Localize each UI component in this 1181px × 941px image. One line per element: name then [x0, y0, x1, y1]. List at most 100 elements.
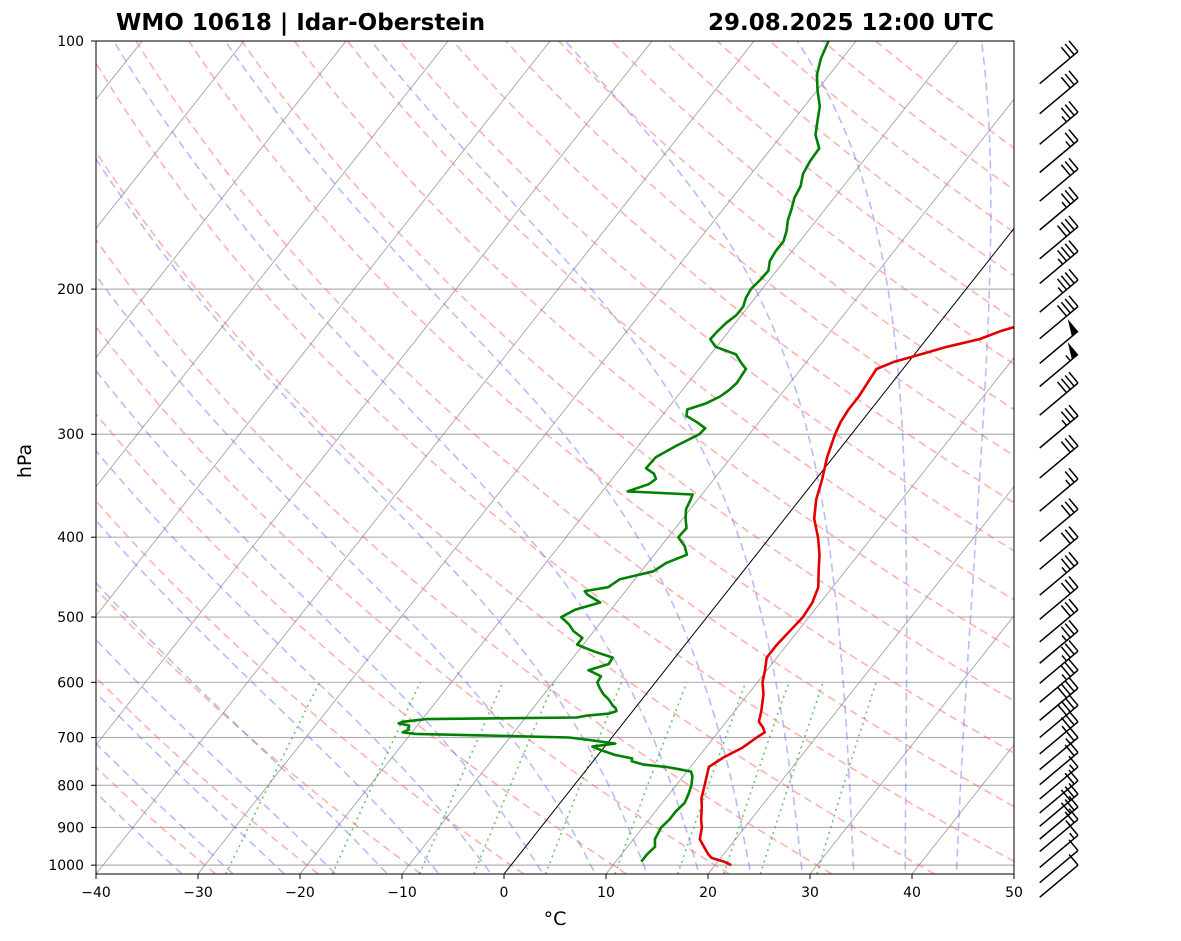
wind-barb-feather [1064, 529, 1075, 541]
wind-barb-feather [1060, 582, 1071, 595]
wind-barb-staff [1039, 793, 1079, 827]
wind-barb-feather [1068, 525, 1079, 538]
y-tick-label: 200 [57, 282, 84, 298]
wind-barb-staff [1039, 415, 1079, 449]
y-tick-label: 600 [57, 675, 84, 691]
x-axis-label: °C [544, 908, 567, 930]
wind-barb-feather [1064, 662, 1075, 674]
wind-barb [1039, 215, 1079, 260]
wind-barb [1039, 240, 1079, 285]
wind-barb-staff [1039, 536, 1079, 570]
wind-barb-staff [1039, 609, 1079, 643]
dry-adiabat [505, 41, 1014, 457]
wind-barb-half-feather [1061, 115, 1068, 123]
moist-adiabat [796, 41, 908, 874]
wind-barb [1039, 157, 1079, 202]
wind-barb [1039, 434, 1079, 479]
wind-barb-feather [1060, 76, 1071, 89]
wind-barb-feather [1068, 215, 1079, 228]
wind-barb [1039, 318, 1079, 364]
wind-barb [1039, 342, 1079, 388]
wind-barb-feather [1068, 295, 1079, 308]
wind-barb-feather [1056, 381, 1068, 394]
wind-barb-feather [1068, 404, 1079, 417]
wind-barb-half-feather [1065, 738, 1071, 745]
wind-barb-feather [1060, 46, 1071, 59]
isotherm-line [299, 41, 959, 874]
moist-adiabat [224, 41, 752, 874]
moist-adiabat [370, 41, 804, 874]
wind-barb-staff [1039, 834, 1079, 869]
wind-barb-feather [1068, 769, 1079, 782]
wind-barb-feather [1068, 467, 1079, 480]
x-tick-label: 50 [1005, 885, 1023, 901]
wind-barb-half-feather [1061, 419, 1068, 426]
wind-barb-feather [1060, 301, 1071, 314]
x-tick-label: 10 [597, 885, 615, 901]
wind-barb-flag [1067, 342, 1078, 360]
wind-barb [1039, 782, 1079, 827]
wind-barb [1039, 186, 1079, 231]
wind-barb-feather [1068, 100, 1079, 113]
wind-barb [1039, 551, 1079, 596]
moist-adiabat-lines [96, 41, 992, 874]
chart-title-left: WMO 10618 | Idar-Oberstein [116, 10, 485, 36]
wind-barb-feather [1060, 275, 1071, 287]
y-tick-label: 800 [57, 778, 84, 794]
wind-barb-feather [1064, 407, 1075, 420]
dry-adiabat [96, 587, 422, 874]
moist-adiabat [96, 449, 493, 874]
wind-barb-feather [1064, 73, 1075, 86]
wind-barb-feather [1068, 40, 1079, 53]
wind-barb-feather [1064, 161, 1075, 173]
dry-adiabat [96, 61, 1014, 863]
wind-barb-feather [1068, 619, 1079, 632]
moist-adiabat [96, 369, 544, 874]
moist-adiabat [96, 519, 441, 874]
wind-barb-staff [1039, 226, 1079, 260]
wind-barb [1039, 129, 1079, 174]
wind-barb [1039, 268, 1079, 313]
wind-barb-staff [1039, 111, 1079, 145]
wind-barb-feather [1064, 43, 1075, 56]
wind-barb-feather [1068, 808, 1079, 820]
wind-barb-feather [1056, 278, 1068, 291]
wind-barb-feather [1064, 555, 1075, 567]
dry-adiabat [188, 41, 1014, 755]
wind-barb-feather [1068, 576, 1079, 588]
wind-barb-feather [1060, 700, 1071, 713]
mixing-ratio-line [723, 682, 790, 874]
temperature-profile [698, 325, 1014, 867]
wind-barb [1039, 710, 1079, 755]
wind-barb [1039, 576, 1079, 620]
wind-barb-staff [1039, 478, 1079, 512]
wind-barb-feather [1068, 782, 1079, 795]
dry-adiabat [135, 41, 1014, 808]
wind-barb-staff [1039, 721, 1079, 755]
isotherm-line [96, 41, 653, 746]
wind-barb-feather [1064, 501, 1075, 513]
wind-barb-feather [1060, 683, 1071, 696]
wind-barb [1039, 658, 1079, 703]
wind-barb-feather [1064, 772, 1075, 785]
wind-barb-staff [1039, 250, 1079, 285]
wind-barb-staff [1039, 650, 1079, 684]
wind-barb-staff [1039, 704, 1079, 739]
wind-barb-flag [1067, 318, 1078, 337]
wind-barb-feather [1068, 551, 1079, 564]
wind-barb-staff [1039, 139, 1079, 174]
wind-barb-half-feather [1069, 764, 1075, 771]
wind-barb-feather [1056, 686, 1068, 699]
wind-barb-feather [1064, 786, 1075, 798]
isotherm-line [96, 41, 755, 874]
wind-barb-feather [1068, 371, 1079, 384]
wind-barb [1039, 295, 1079, 340]
wind-barb-staff [1039, 736, 1079, 771]
y-tick-label: 400 [57, 530, 84, 546]
wind-barb-feather [1068, 434, 1079, 447]
wind-barb-feather [1064, 579, 1075, 591]
wind-barb-feather [1060, 246, 1071, 259]
wind-barb-feather [1060, 378, 1071, 390]
wind-barb-half-feather [1057, 287, 1064, 294]
